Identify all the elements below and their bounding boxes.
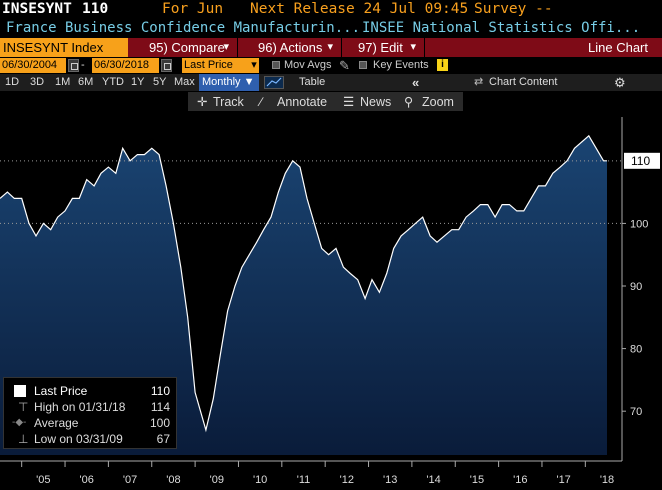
annotate-button[interactable]: Annotate	[277, 95, 328, 109]
track-icon: ✛	[197, 95, 208, 109]
period-max[interactable]: Max	[174, 76, 195, 88]
table-button[interactable]: Table	[299, 76, 326, 88]
period-1y[interactable]: 1Y	[131, 76, 145, 88]
key-events-label: Key Events	[373, 59, 429, 71]
data-source: INSEE National Statistics Offi...	[362, 20, 641, 36]
tools-background	[188, 92, 463, 111]
y-tick-label: 70	[630, 406, 642, 418]
legend-low-value: 67	[156, 432, 170, 446]
track-button[interactable]: Track	[213, 95, 244, 109]
mov-avgs-label: Mov Avgs	[284, 59, 332, 71]
end-date-field[interactable]: 06/30/2018	[92, 58, 159, 73]
legend-low: ⊥ Low on 03/31/09 67	[4, 431, 176, 447]
chart-legend[interactable]: Last Price 110 ⊤ High on 01/31/18 114 -◆…	[3, 377, 177, 449]
security-header: INSESYNT 110 For Jun Next Release 24 Jul…	[0, 0, 662, 19]
for-period: For Jun	[162, 1, 224, 17]
last-value: 110	[82, 1, 109, 17]
y-tick-label: 100	[630, 218, 648, 230]
gear-icon[interactable]: ⚙	[614, 75, 626, 90]
security-field[interactable]: INSESYNT Index	[0, 38, 128, 57]
x-tick-label: '06	[80, 474, 94, 486]
plot-area	[0, 134, 622, 456]
high-marker-icon: ⊤	[18, 400, 29, 414]
field-select[interactable]: Last Price	[182, 58, 258, 73]
series-area	[0, 135, 607, 456]
mov-avgs-checkbox[interactable]	[272, 61, 280, 69]
x-tick-label: '07	[123, 474, 137, 486]
chart-content-button[interactable]: Chart Content	[489, 76, 558, 88]
period-5y[interactable]: 5Y	[153, 76, 167, 88]
x-tick-label: '11	[297, 474, 311, 486]
calendar-icon[interactable]	[68, 59, 79, 72]
x-tick-label: '14	[426, 474, 440, 486]
news-icon: ☰	[343, 95, 355, 109]
tools-bar: ✛ Track ∕ Annotate ☰ News ⚲ Zoom	[0, 91, 662, 111]
function-bar: INSESYNT Index 95) Compare 96) Actions 9…	[0, 38, 662, 57]
x-tick-label: '16	[513, 474, 527, 486]
survey: Survey --	[474, 1, 553, 17]
start-date-field[interactable]: 06/30/2004	[0, 58, 66, 73]
legend-last-price: Last Price 110	[4, 383, 176, 399]
annotate-icon: ∕	[260, 95, 263, 109]
actions-button[interactable]: 96) Actions	[240, 38, 342, 57]
news-button[interactable]: News	[360, 95, 392, 109]
chevron-down-icon[interactable]: ▾	[249, 58, 259, 73]
period-6m[interactable]: 6M	[78, 76, 94, 88]
security-description: France Business Confidence Manufacturin.…	[0, 19, 662, 38]
price-chart[interactable]: 70 80 90 100 110 '05 '06 '07 '08 '09 '10 '11 '12 '13 '…	[0, 111, 662, 490]
period-bar: 1D 3D 1M 6M YTD 1Y 5Y Max Monthly ▼ Tabl…	[0, 74, 662, 91]
zoom-button[interactable]: Zoom	[422, 95, 454, 109]
x-tick-label: '10	[253, 474, 267, 486]
legend-average-value: 100	[149, 416, 170, 430]
legend-swatch	[14, 385, 26, 397]
edit-button[interactable]: 97) Edit	[340, 38, 425, 57]
legend-high-label: High on 01/31/18	[34, 400, 126, 414]
legend-high-value: 114	[150, 400, 170, 414]
period-3d[interactable]: 3D	[30, 76, 45, 88]
period-1d[interactable]: 1D	[5, 76, 20, 88]
series-line	[0, 134, 607, 433]
period-1m[interactable]: 1M	[55, 76, 71, 88]
x-tick-label: '18	[600, 474, 614, 486]
x-tick-label: '08	[166, 474, 180, 486]
x-tick-label: '12	[340, 474, 354, 486]
low-marker-icon: ⊥	[18, 432, 29, 446]
key-events-checkbox[interactable]	[359, 61, 367, 69]
x-tick-label: '17	[556, 474, 570, 486]
legend-average: -◆- Average 100	[4, 415, 176, 431]
x-tick-label: '09	[210, 474, 224, 486]
legend-low-label: Low on 03/31/09	[34, 432, 123, 446]
last-value-label: 110	[631, 154, 650, 168]
frequency-select[interactable]: Monthly ▼	[199, 74, 259, 91]
x-tick-label: '15	[470, 474, 484, 486]
search-icon: ⚲	[404, 95, 414, 109]
legend-average-label: Average	[34, 416, 79, 430]
next-release: Next Release 24 Jul 09:45	[250, 1, 469, 17]
legend-high: ⊤ High on 01/31/18 114	[4, 399, 176, 415]
collapse-icon[interactable]: «	[412, 75, 420, 90]
date-separator: -	[81, 59, 85, 71]
legend-last-value: 110	[150, 384, 170, 398]
y-tick-label: 80	[630, 344, 642, 356]
legend-last-label: Last Price	[34, 384, 88, 398]
axes: 70 80 90 100 110 '05 '06 '07 '08 '09 '10 '11 '12 '13 '…	[0, 117, 660, 486]
y-tick-label: 90	[630, 281, 642, 293]
last-value-box	[624, 152, 660, 169]
chart-type-label[interactable]: Line Chart	[588, 40, 648, 55]
average-marker-icon: -◆-	[12, 417, 27, 428]
ticker-label: INSESYNT	[2, 1, 72, 17]
line-chart-icon[interactable]	[264, 76, 284, 89]
options-bar: 06/30/2004 - 06/30/2018 Last Price ▾ Mov…	[0, 57, 662, 74]
compare-button[interactable]: 95) Compare	[131, 38, 238, 57]
pencil-icon[interactable]: ✎	[339, 58, 350, 73]
chart-content-icon: ⇄	[474, 76, 484, 88]
x-tick-label: '13	[383, 474, 397, 486]
info-icon[interactable]: i	[437, 59, 448, 71]
calendar-icon[interactable]	[161, 59, 172, 72]
x-tick-label: '05	[36, 474, 50, 486]
security-name: France Business Confidence Manufacturin.…	[6, 20, 361, 36]
period-ytd[interactable]: YTD	[102, 76, 124, 88]
